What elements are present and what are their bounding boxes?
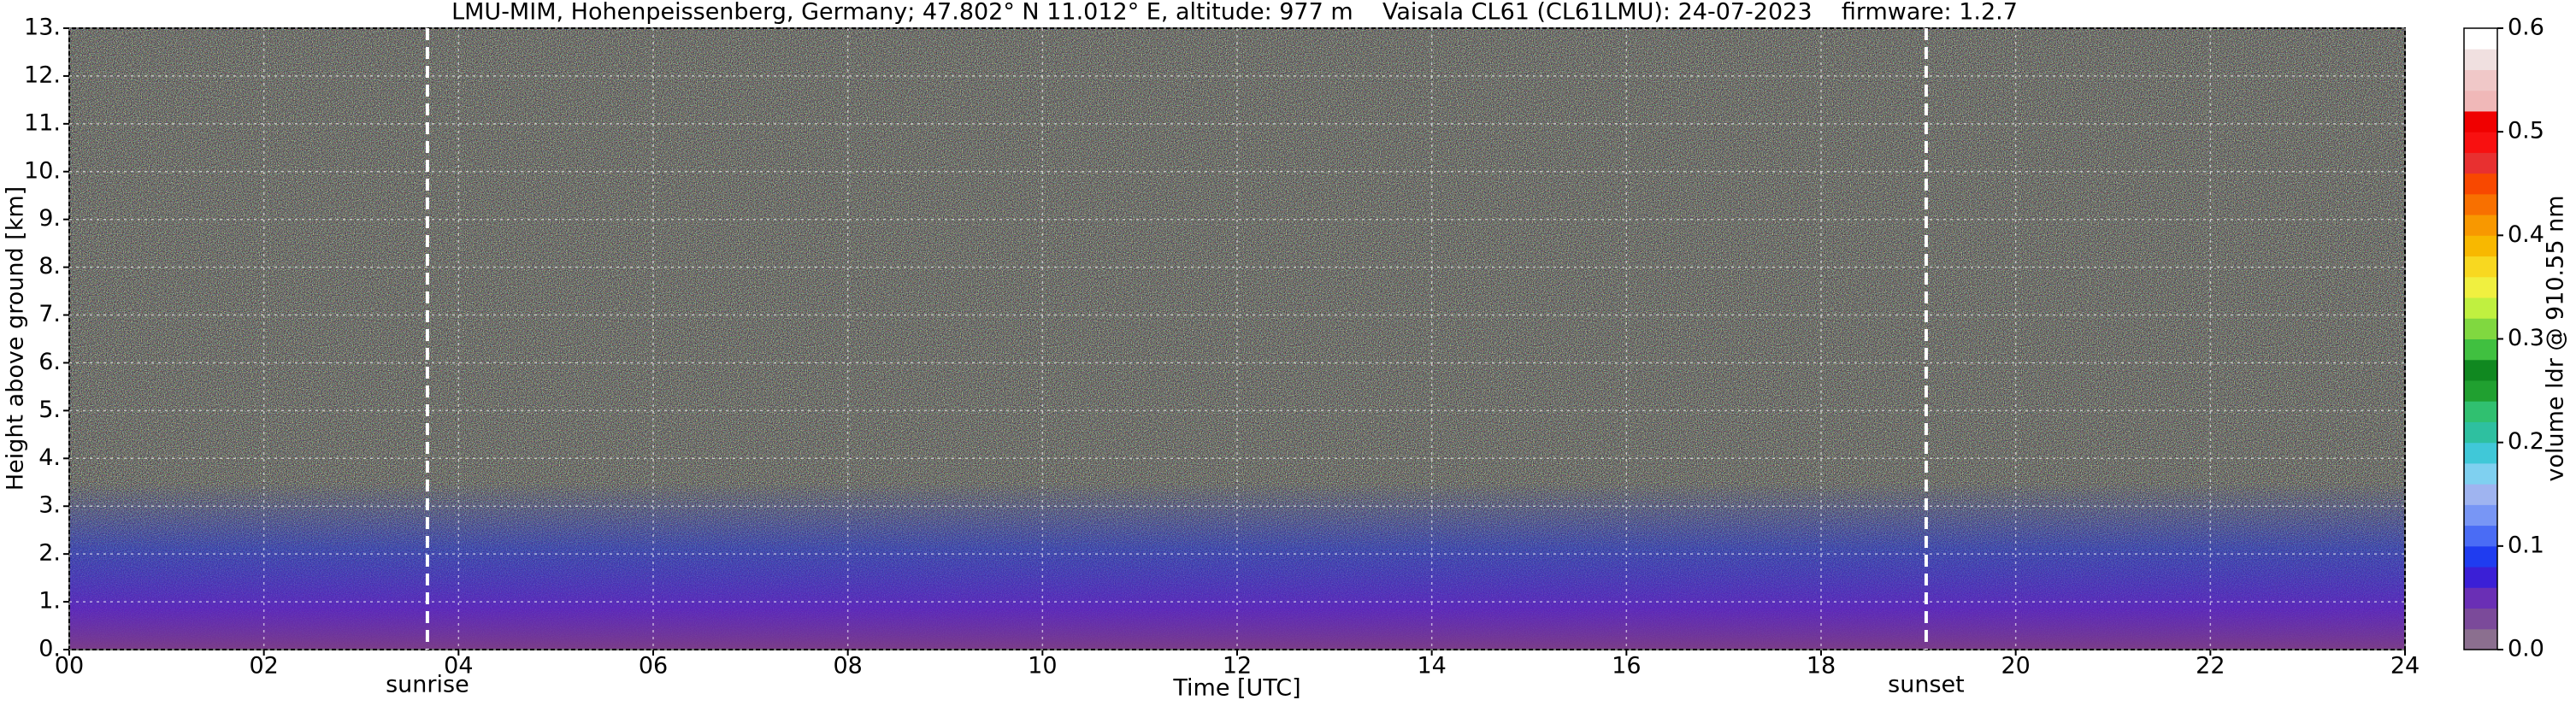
colorbar-segment: [2464, 338, 2497, 361]
colorbar-tick-label: 0.2: [2508, 428, 2544, 455]
colorbar-segment: [2464, 359, 2497, 381]
y-tick-label: 3.: [38, 492, 61, 519]
colorbar-segment: [2464, 318, 2497, 339]
x-tick-label: 08: [833, 653, 862, 680]
colorbar-tick-label: 0.0: [2508, 636, 2544, 662]
colorbar-segment: [2464, 215, 2497, 236]
colorbar-segment: [2464, 173, 2497, 195]
colorbar-segment: [2464, 276, 2497, 298]
x-tick-label: 16: [1612, 653, 1641, 680]
colorbar-segment: [2464, 28, 2497, 50]
colorbar-segment: [2464, 297, 2497, 319]
annotation-label: sunrise: [386, 672, 469, 698]
colorbar-segment: [2464, 587, 2497, 609]
y-tick-label: 8.: [38, 253, 61, 279]
colorbar-segment: [2464, 421, 2497, 444]
colorbar-segment: [2464, 90, 2497, 112]
colorbar-tick-label: 0.4: [2508, 221, 2544, 248]
colorbar-segment: [2464, 379, 2497, 402]
y-tick-label: 7.: [38, 301, 61, 327]
x-tick-label: 24: [2390, 653, 2420, 680]
colorbar-tick-label: 0.5: [2508, 118, 2544, 144]
x-tick-label: 14: [1417, 653, 1446, 680]
annotation-label: sunset: [1888, 672, 1965, 698]
y-tick-label: 4.: [38, 444, 61, 471]
colorbar-segment: [2464, 256, 2497, 278]
y-tick-label: 1.: [38, 588, 61, 615]
y-tick-label: 9.: [38, 205, 61, 232]
x-tick-label: 10: [1028, 653, 1057, 680]
colorbar-segment: [2464, 504, 2497, 527]
x-tick-label: 18: [1807, 653, 1836, 680]
colorbar-tick-label: 0.1: [2508, 532, 2544, 558]
y-tick-label: 11.: [24, 109, 61, 136]
colorbar-label: volume ldr @ 910.55 nm: [2543, 196, 2569, 482]
x-tick-label: 06: [639, 653, 668, 680]
x-tick-label: 22: [2196, 653, 2225, 680]
colorbar-segment: [2464, 110, 2497, 132]
colorbar-segment: [2464, 193, 2497, 215]
y-tick-label: 10.: [24, 157, 61, 184]
y-tick-label: 5.: [38, 397, 61, 423]
colorbar-segment: [2464, 545, 2497, 568]
colorbar-segment: [2464, 608, 2497, 630]
chart-title: LMU-MIM, Hohenpeissenberg, Germany; 47.8…: [451, 0, 2018, 26]
colorbar-segment: [2464, 628, 2497, 650]
colorbar-segment: [2464, 484, 2497, 505]
colorbar-tick-label: 0.3: [2508, 325, 2544, 351]
y-axis-label: Height above ground [km]: [3, 186, 29, 491]
y-tick-label: 12.: [24, 62, 61, 88]
x-tick-label: 04: [444, 653, 473, 680]
colorbar-segment: [2464, 235, 2497, 257]
y-tick-label: 13.: [24, 15, 61, 41]
colorbar-segment: [2464, 462, 2497, 485]
colorbar-segment: [2464, 401, 2497, 422]
colorbar-segment: [2464, 525, 2497, 547]
plot-shading: [69, 483, 2405, 650]
x-axis-label: Time [UTC]: [1172, 675, 1300, 702]
colorbar-tick-label: 0.6: [2508, 15, 2544, 41]
colorbar-segment: [2464, 132, 2497, 153]
y-tick-label: 0.: [38, 636, 61, 662]
x-tick-label: 20: [2001, 653, 2030, 680]
y-tick-label: 2.: [38, 540, 61, 567]
colorbar-segment: [2464, 567, 2497, 588]
x-tick-label: 02: [249, 653, 278, 680]
colorbar-segment: [2464, 442, 2497, 464]
colorbar-segment: [2464, 49, 2497, 70]
x-tick-label: 12: [1223, 653, 1252, 680]
x-tick-label: 00: [55, 653, 84, 680]
colorbar-segment: [2464, 152, 2497, 174]
colorbar-segment: [2464, 69, 2497, 91]
y-tick-label: 6.: [38, 349, 61, 375]
